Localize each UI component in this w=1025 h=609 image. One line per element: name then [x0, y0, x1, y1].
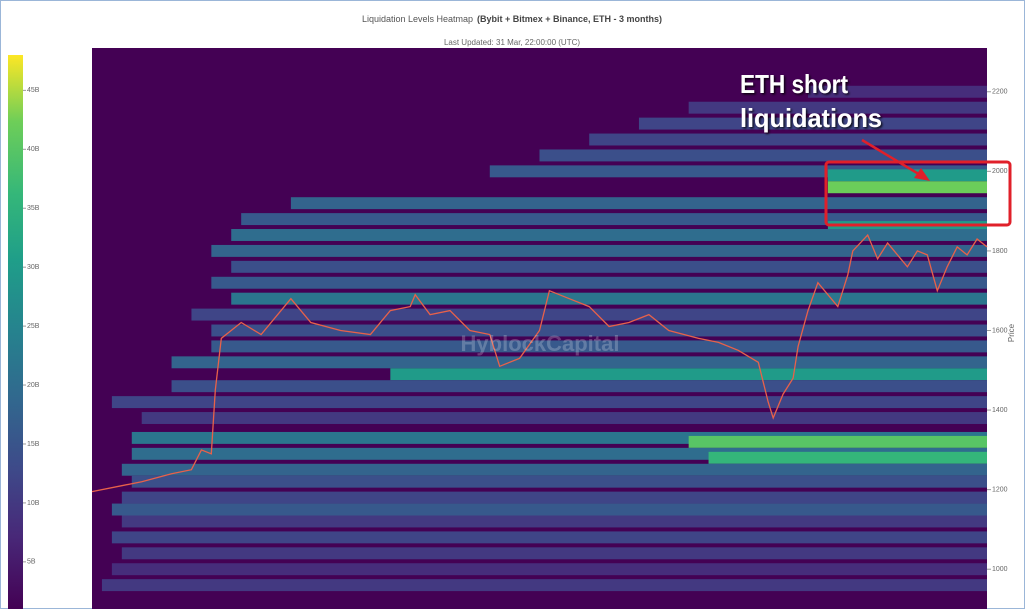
title-detail: (Bybit + Bitmex + Binance, ETH - 3 month…	[477, 14, 662, 24]
heat-band	[489, 165, 987, 178]
y-tick-label: 1400	[992, 407, 1008, 414]
title-main: Liquidation Levels Heatmap	[362, 14, 473, 24]
heat-band	[827, 169, 987, 182]
heat-band	[211, 244, 988, 257]
colorbar-tick-label: 25B	[27, 323, 40, 330]
heat-band	[231, 260, 987, 273]
colorbar-tick-label: 40B	[27, 146, 40, 153]
heat-band	[290, 197, 987, 210]
colorbar-tick-label: 45B	[27, 87, 40, 94]
heat-band	[111, 396, 987, 409]
heat-band	[211, 324, 988, 337]
y-tick-label: 1200	[992, 486, 1008, 493]
heat-band	[121, 547, 988, 560]
y-axis-label: Price	[1007, 323, 1016, 342]
heat-band	[241, 213, 987, 226]
colorbar-tick-label: 20B	[27, 382, 40, 389]
heat-band	[131, 475, 987, 488]
heat-band	[390, 368, 987, 381]
annotation-arrowhead	[914, 168, 930, 181]
heat-band	[101, 579, 987, 592]
heat-band	[827, 181, 987, 194]
heat-band	[111, 531, 987, 544]
y-tick-label: 1000	[992, 566, 1008, 573]
chart-title: Liquidation Levels Heatmap (Bybit + Bitme…	[362, 14, 662, 24]
annotation-text: ETH short	[740, 69, 848, 99]
annotation-text: liquidations	[740, 103, 882, 133]
y-tick-label: 1600	[992, 327, 1008, 334]
watermark: HyblockCapital	[461, 331, 620, 356]
heat-band	[638, 117, 987, 130]
heat-band	[121, 515, 988, 528]
price-line	[91, 233, 988, 493]
heat-band	[211, 340, 988, 353]
heat-band	[708, 451, 987, 464]
heat-band	[131, 431, 987, 444]
heat-band	[231, 292, 987, 305]
heat-band	[539, 149, 987, 162]
chart-subtitle: Last Updated: 31 Mar, 22:00:00 (UTC)	[444, 38, 580, 47]
y-tick-label: 2200	[992, 89, 1008, 96]
heat-band	[171, 356, 988, 369]
colorbar-tick-label: 5B	[27, 559, 36, 566]
heat-band	[111, 503, 987, 516]
heat-band	[231, 229, 987, 241]
heat-band	[121, 463, 988, 476]
colorbar-tick-label: 15B	[27, 441, 40, 448]
heat-band	[688, 435, 987, 448]
heat-band	[688, 101, 987, 114]
heat-band	[171, 380, 988, 393]
colorbar-tick-label: 10B	[27, 500, 40, 507]
y-tick-label: 1800	[992, 248, 1008, 255]
colorbar	[8, 55, 23, 609]
heat-band	[191, 308, 987, 321]
colorbar-tick-label: 30B	[27, 264, 40, 271]
heat-band	[211, 276, 988, 289]
heat-band	[827, 221, 987, 234]
heat-band	[121, 491, 988, 504]
heat-band	[111, 563, 987, 576]
y-tick-label: 2000	[992, 168, 1008, 175]
annotation-arrow	[861, 138, 923, 178]
heat-band	[808, 85, 987, 98]
heat-band	[131, 447, 987, 460]
annotation-box	[824, 160, 1012, 227]
heat-band	[141, 412, 987, 424]
colorbar-tick-label: 35B	[27, 205, 40, 212]
heat-band	[589, 133, 987, 146]
